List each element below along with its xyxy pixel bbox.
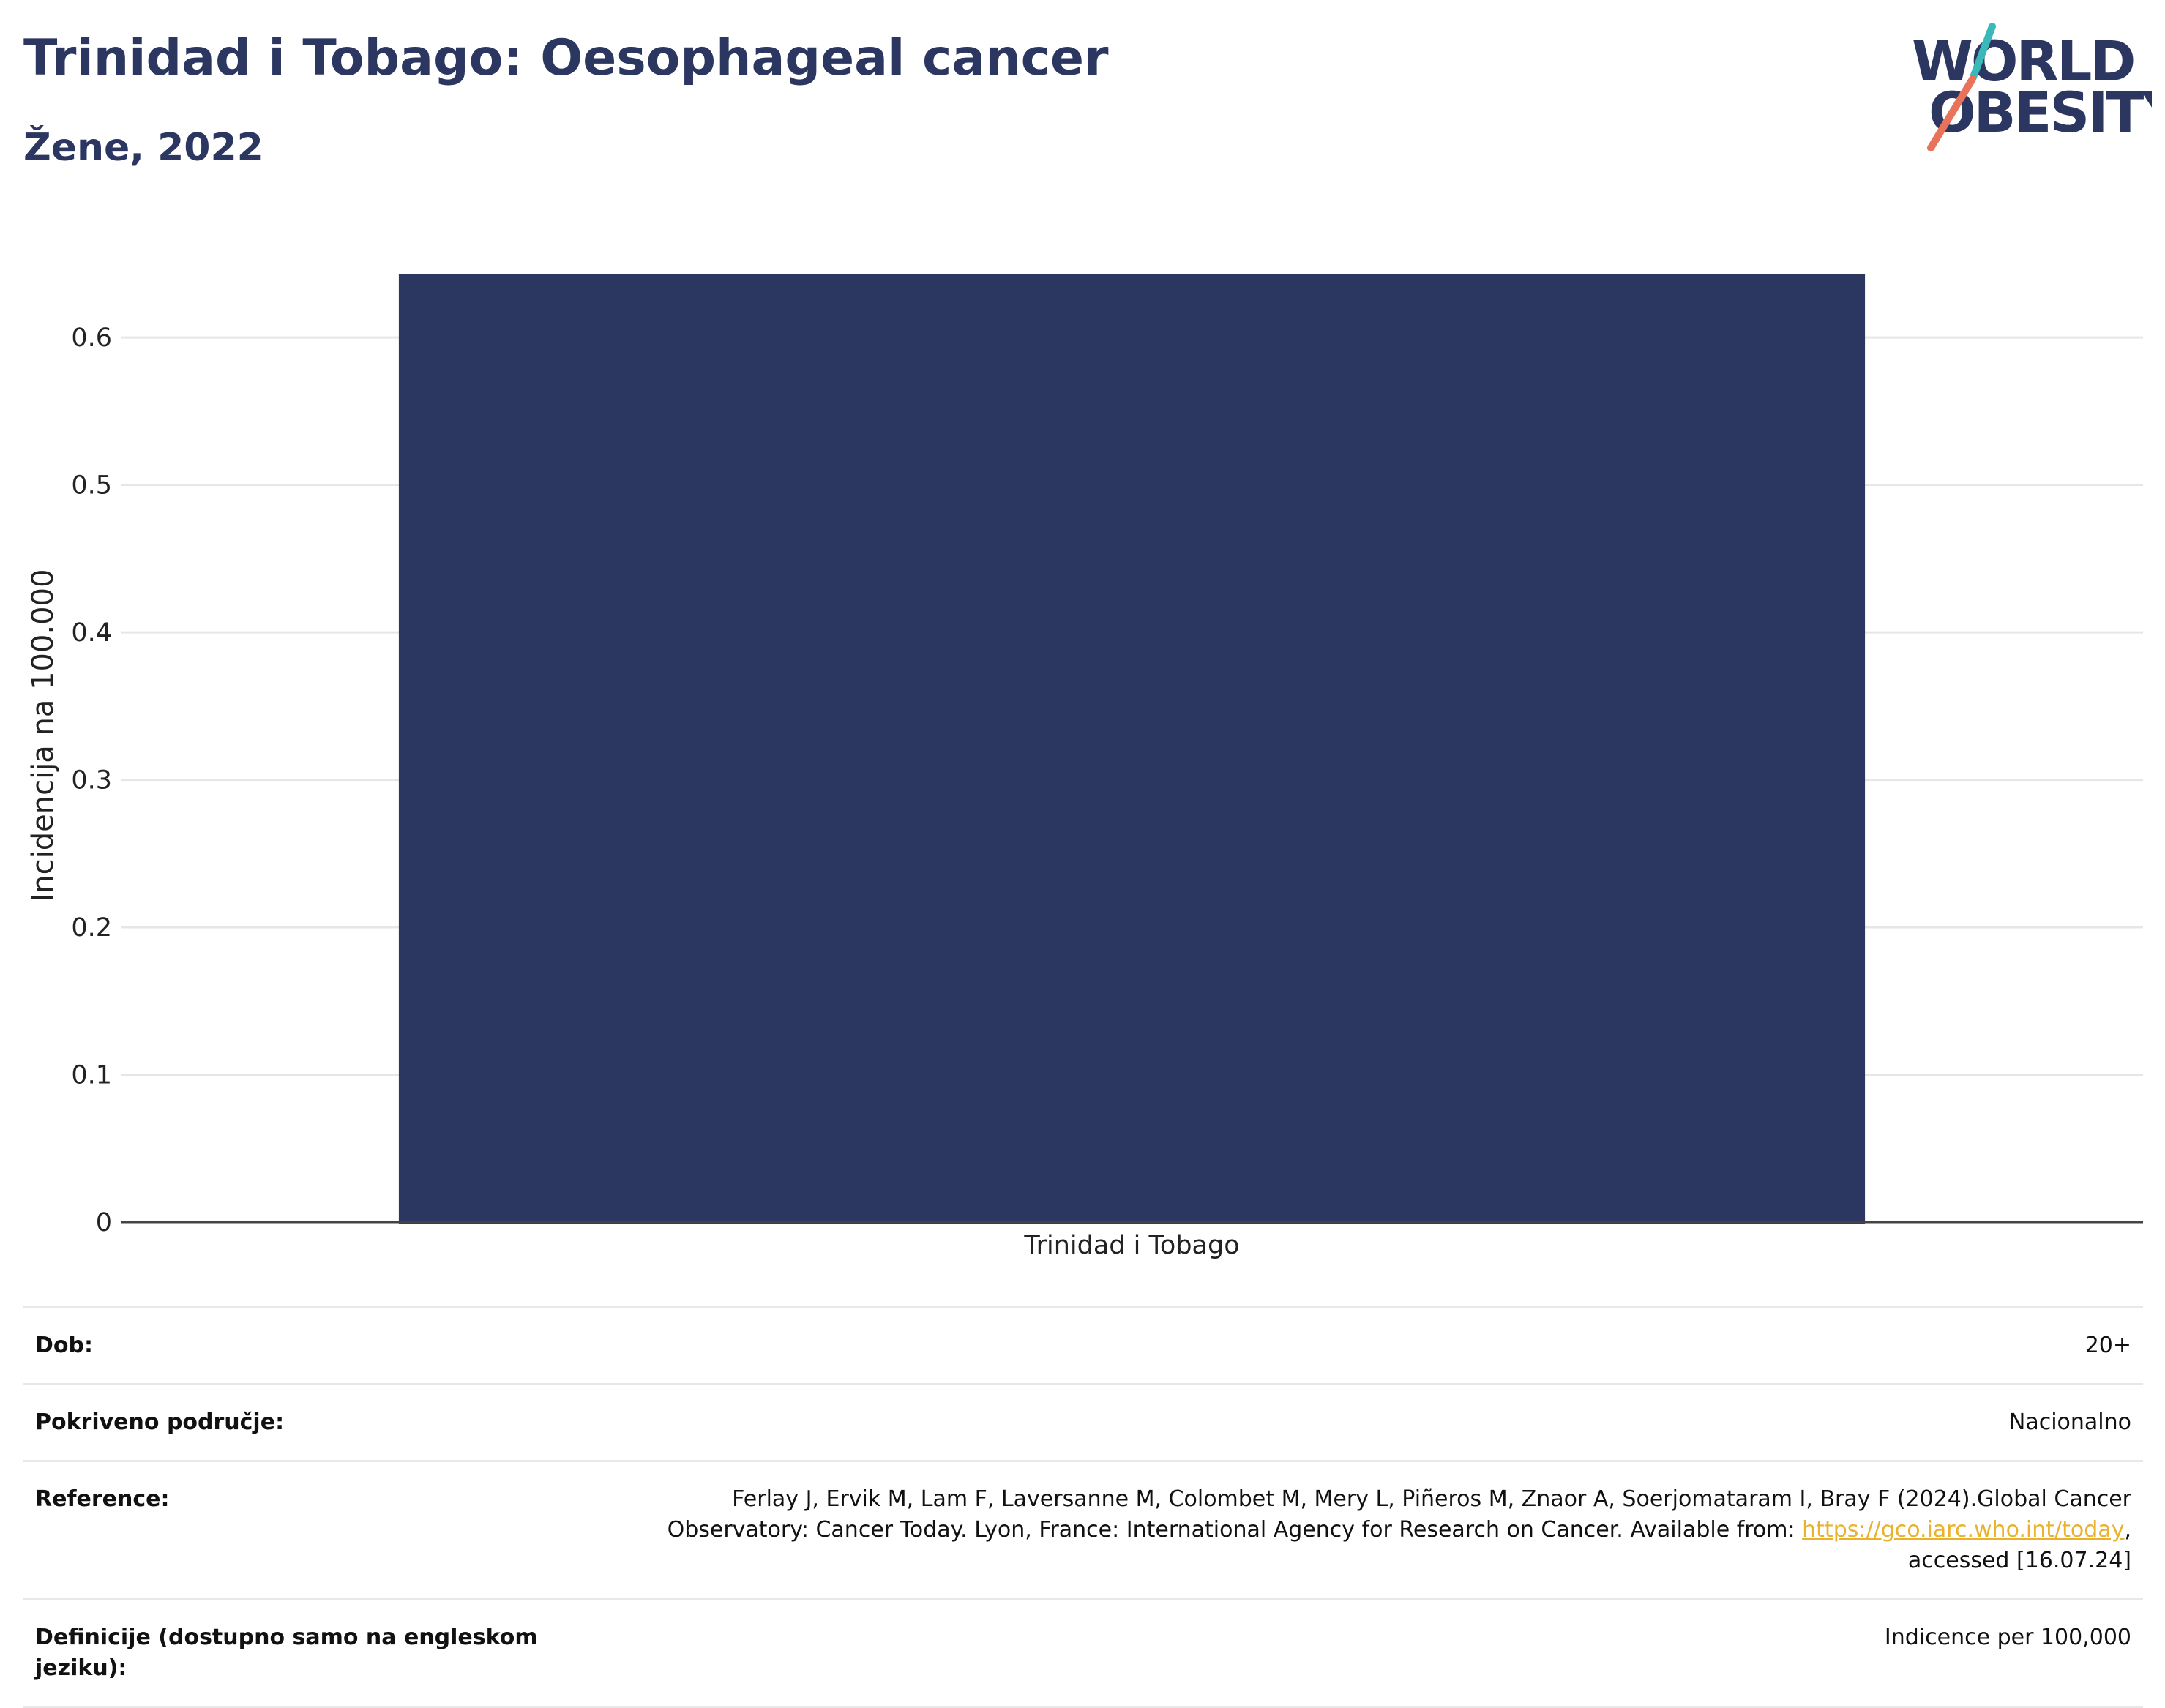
meta-row-definitions: Definicije (dostupno samo na engleskom j… — [23, 1598, 2143, 1708]
meta-label: Definicije (dostupno samo na engleskom j… — [35, 1625, 538, 1681]
logo-slash-bottom — [1927, 75, 1976, 151]
y-axis-title: Incidencija na 100.000 — [26, 569, 60, 902]
meta-value: Indicence per 100,000 — [1884, 1625, 2131, 1650]
x-tick-label: Trinidad i Tobago — [1023, 1231, 1239, 1260]
reference-text-end: , accessed [16.07.24] — [1907, 1517, 2131, 1573]
bar-chart: 0 0.1 0.2 0.3 0.4 0.5 0.6 Trinidad i Tobago Inci… — [26, 274, 2143, 1260]
meta-value: Nacionalno — [2008, 1409, 2131, 1435]
y-tick-label: 0.4 — [71, 618, 112, 648]
bar — [398, 274, 1866, 1224]
chart-title: Trinidad i Tobago: Oesophageal cancer — [23, 29, 1109, 87]
metadata-table: Dob: 20+ Pokriveno područje: Nacionalno … — [23, 1306, 2143, 1708]
meta-label: Reference: — [35, 1486, 170, 1512]
chart-subtitle: Žene, 2022 — [23, 126, 263, 170]
y-tick-label: 0 — [96, 1208, 112, 1237]
y-tick-label: 0.1 — [71, 1061, 112, 1090]
reference-link[interactable]: https://gco.iarc.who.int/today — [1802, 1517, 2125, 1543]
meta-row-age: Dob: 20+ — [23, 1306, 2143, 1383]
y-tick-label: 0.3 — [71, 766, 112, 795]
world-obesity-logo: WORLD OBESITY — [1912, 23, 2152, 151]
meta-row-reference: Reference: Ferlay J, Ervik M, Lam F, Lav… — [23, 1460, 2143, 1598]
reference-text: Ferlay J, Ervik M, Lam F, Laversanne M, … — [667, 1486, 2131, 1543]
y-tick-label: 0.2 — [71, 913, 112, 943]
meta-label: Pokriveno područje: — [35, 1409, 285, 1435]
meta-value-reference: Ferlay J, Ervik M, Lam F, Laversanne M, … — [583, 1462, 2143, 1598]
y-tick-label: 0.5 — [71, 471, 112, 501]
y-tick-label: 0.6 — [71, 323, 112, 353]
meta-label: Dob: — [35, 1333, 93, 1358]
meta-value: 20+ — [2084, 1333, 2131, 1358]
logo-line1: WORLD — [1912, 29, 2134, 94]
logo-slash-top — [1969, 23, 1996, 83]
meta-row-coverage: Pokriveno područje: Nacionalno — [23, 1383, 2143, 1460]
